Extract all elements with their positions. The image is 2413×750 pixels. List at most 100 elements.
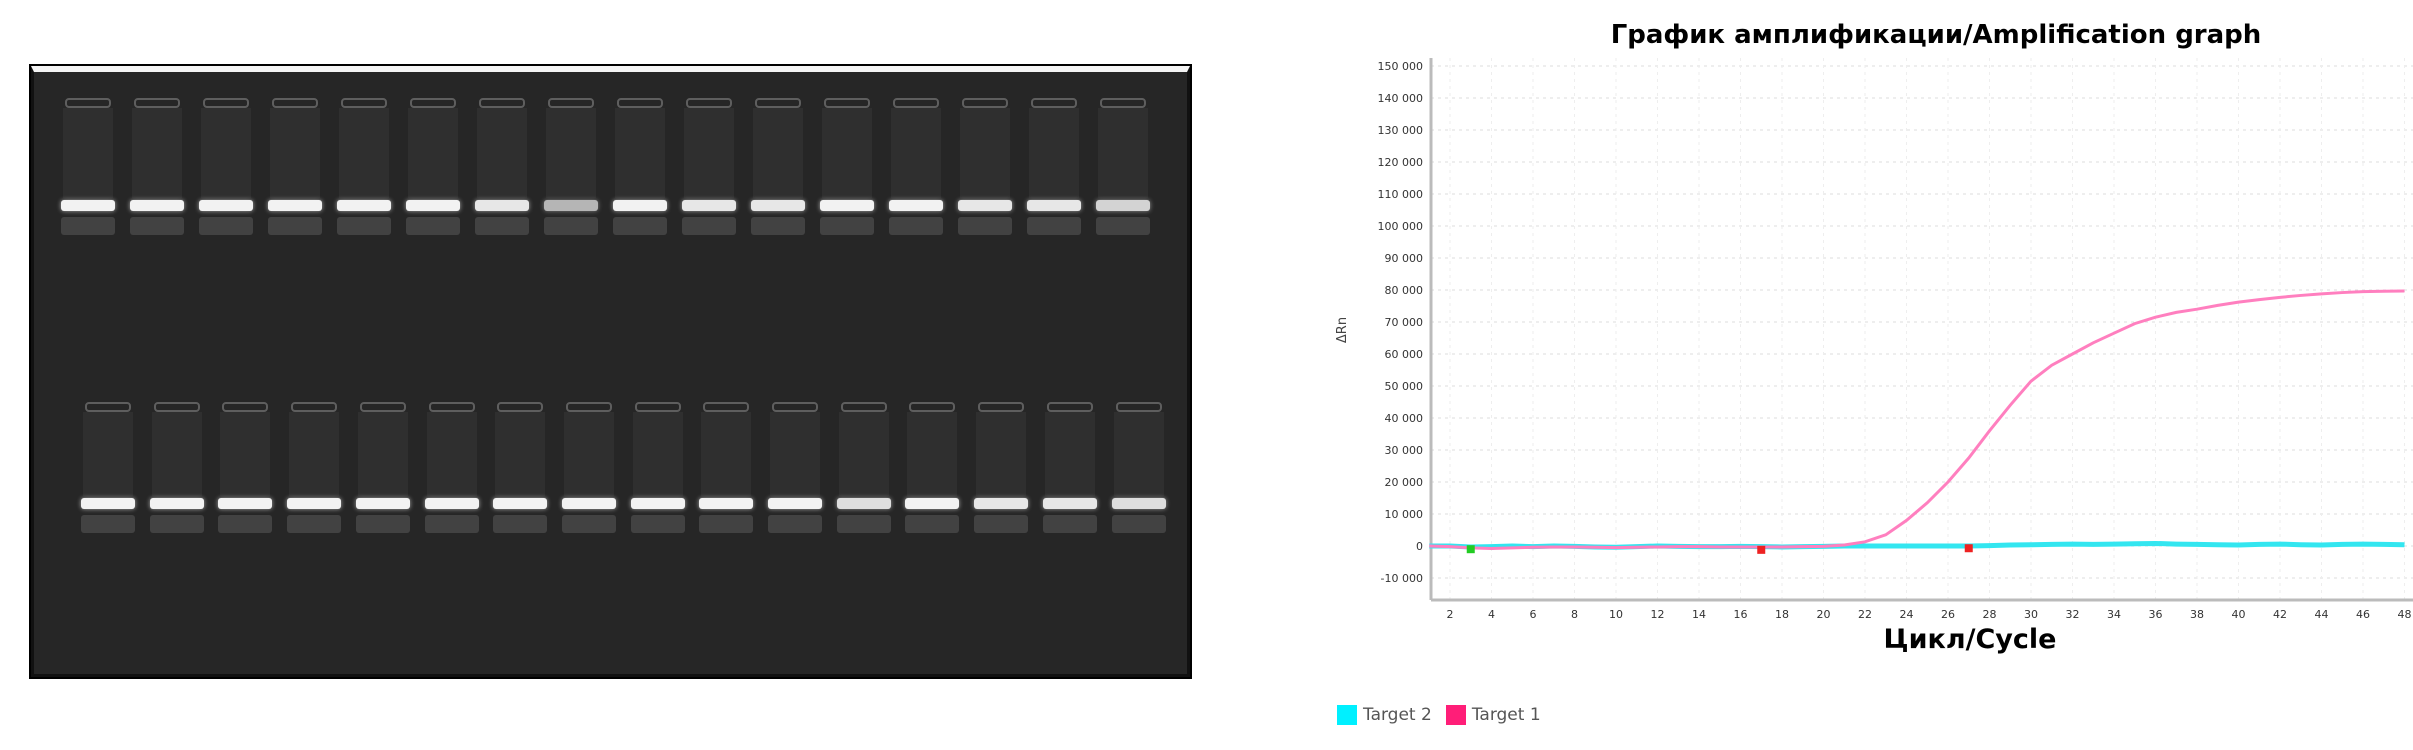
gel-well (428, 402, 475, 412)
gel-lane-smear (770, 412, 820, 496)
gel-band (958, 200, 1012, 211)
x-tick-label: 34 (2107, 608, 2121, 621)
gel-well (410, 98, 456, 108)
gel-electrophoresis-image (31, 66, 1190, 677)
gel-well (565, 402, 612, 412)
gel-faint-band (61, 217, 115, 235)
y-axis-label: ΔRn (1335, 317, 1350, 343)
gel-band (1111, 498, 1166, 509)
x-tick-label: 14 (1692, 608, 1706, 621)
x-tick-label: 28 (1983, 608, 1997, 621)
gel-faint-band (337, 217, 391, 235)
gel-well (755, 98, 801, 108)
gel-band (337, 200, 391, 211)
gel-band (905, 498, 960, 509)
y-tick-label: 110 000 (1378, 188, 1424, 201)
x-tick-label: 8 (1571, 608, 1578, 621)
gel-band (475, 200, 529, 211)
gel-band (61, 200, 115, 211)
gel-band (218, 498, 273, 509)
gel-lane-smear (546, 108, 596, 198)
gel-faint-band (81, 515, 135, 533)
ct-marker (1964, 544, 1973, 553)
gel-well (479, 98, 525, 108)
y-tick-label: 140 000 (1378, 92, 1424, 105)
gel-well (1115, 402, 1162, 412)
gel-well (222, 402, 269, 412)
x-axis-ticks: 2 4 6 8 10 12 14 16 18 20 22 24 26 28 30 32 34 36 38 40 42 44… (1447, 608, 2412, 621)
gel-band (493, 498, 548, 509)
gel-faint-band (905, 515, 960, 533)
x-tick-label: 40 (2232, 608, 2246, 621)
gel-faint-band (768, 515, 822, 533)
gel-faint-band (130, 217, 184, 235)
gel-well (772, 402, 818, 412)
gel-well (634, 402, 681, 412)
x-tick-label: 10 (1609, 608, 1623, 621)
gel-well (1046, 402, 1093, 412)
gel-lane-smear (960, 108, 1010, 198)
gel-lane-smear (83, 412, 133, 496)
gel-lane-smear (563, 412, 614, 496)
x-tick-label: 16 (1734, 608, 1748, 621)
ct-marker (1466, 545, 1475, 554)
gel-band (424, 498, 479, 509)
gel-well (1100, 98, 1146, 108)
x-tick-label: 30 (2024, 608, 2038, 621)
x-tick-label: 4 (1488, 608, 1495, 621)
gel-lane-smear (151, 412, 202, 496)
x-tick-label: 48 (2398, 608, 2412, 621)
gel-band (820, 200, 874, 211)
gel-well (134, 98, 180, 108)
gel-lane-smear (289, 412, 340, 496)
legend-swatch-target-2 (1337, 705, 1357, 725)
gel-band (149, 498, 204, 509)
gel-lane-smear (270, 108, 320, 198)
gel-well (703, 402, 750, 412)
chart-title: График амплификации/Amplification graph (1611, 20, 2262, 50)
gel-band (751, 200, 805, 211)
gel-band (355, 498, 410, 509)
x-tick-label: 46 (2356, 608, 2370, 621)
x-tick-label: 42 (2273, 608, 2287, 621)
gel-lane-smear (1044, 412, 1095, 496)
gel-faint-band (1111, 515, 1166, 533)
gel-well (840, 402, 887, 412)
gel-faint-band (424, 515, 479, 533)
gel-lane-smear (822, 108, 872, 198)
gel-faint-band (820, 217, 874, 235)
gel-well (978, 402, 1025, 412)
x-axis-label: Цикл/Cycle (1884, 624, 2057, 655)
gel-well (824, 98, 870, 108)
gel-faint-band (699, 515, 754, 533)
gel-well (548, 98, 594, 108)
gel-well (909, 402, 956, 412)
gel-band (287, 498, 342, 509)
gel-lane-smear (1098, 108, 1148, 198)
gel-faint-band (1096, 217, 1150, 235)
gel-lane-smear (684, 108, 734, 198)
x-tick-label: 38 (2190, 608, 2204, 621)
x-tick-label: 20 (1817, 608, 1831, 621)
x-tick-label: 22 (1858, 608, 1872, 621)
gel-lane-smear (339, 108, 389, 198)
gel-well (617, 98, 663, 108)
gel-well (341, 98, 387, 108)
markers (1466, 544, 1973, 554)
ct-marker (1757, 545, 1766, 554)
y-tick-label: 50 000 (1385, 380, 1424, 393)
gel-well (85, 402, 131, 412)
legend-label-target-2: Target 2 (1363, 705, 1432, 725)
gel-band (1042, 498, 1097, 509)
gel-well (893, 98, 939, 108)
gel-well (291, 402, 338, 412)
gel-faint-band (406, 217, 460, 235)
gel-lane-smear (477, 108, 527, 198)
legend-swatch-target-1 (1445, 705, 1466, 725)
gel-faint-band (630, 515, 685, 533)
gel-faint-band (958, 217, 1012, 235)
series-line-target-1 (1429, 289, 2405, 551)
gel-faint-band (199, 217, 253, 235)
gel-band (682, 200, 736, 211)
